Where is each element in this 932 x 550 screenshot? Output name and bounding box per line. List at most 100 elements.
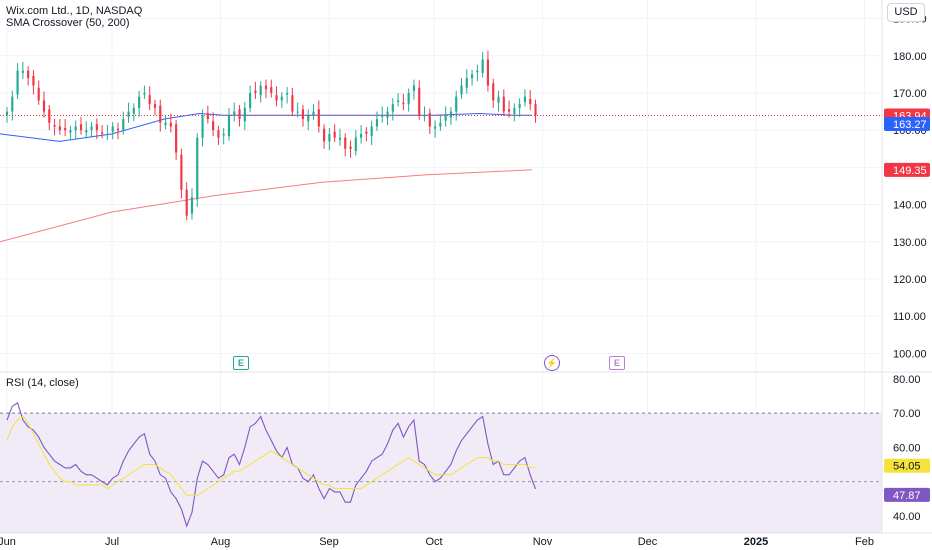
price-tick-label: 140.00 xyxy=(893,200,927,212)
time-tick-label: Feb xyxy=(855,536,874,548)
rsi-ma-line xyxy=(6,415,536,496)
sma200-line xyxy=(0,169,533,243)
candle-body xyxy=(386,111,389,118)
candle-body xyxy=(455,96,458,112)
price-tick-label: 120.00 xyxy=(893,274,927,286)
candle-body xyxy=(101,132,104,134)
candle-body xyxy=(74,126,77,131)
candle-body xyxy=(476,70,479,73)
candle-body xyxy=(275,95,278,101)
candle-body xyxy=(529,98,532,105)
candle-body xyxy=(106,133,109,135)
candle-body xyxy=(507,109,511,112)
candle-body xyxy=(85,130,88,133)
price-tick-label: 180.00 xyxy=(893,51,927,63)
currency-button[interactable]: USD xyxy=(887,3,925,22)
candle-body xyxy=(412,85,416,91)
candle-body xyxy=(365,131,368,134)
candle-body xyxy=(48,109,51,123)
candle-body xyxy=(323,128,326,142)
candle-body xyxy=(79,124,83,131)
time-tick-label: Dec xyxy=(638,536,658,548)
rsi-tick-label: 40.00 xyxy=(893,511,921,523)
candle-body xyxy=(360,133,363,138)
earnings-event-icon-upcoming[interactable]: E xyxy=(609,356,625,370)
candle-body xyxy=(270,87,273,93)
price-tick-label: 100.00 xyxy=(893,348,927,360)
candle-body xyxy=(344,137,347,149)
candle-body xyxy=(317,109,320,127)
candle-body xyxy=(5,111,9,116)
time-tick-label: Oct xyxy=(425,536,442,548)
candle-body xyxy=(37,87,40,101)
candle-body xyxy=(132,107,135,114)
candle-body xyxy=(259,85,262,96)
candle-body xyxy=(122,119,125,131)
candle-body xyxy=(523,96,527,102)
candle-body xyxy=(53,124,56,127)
time-tick-label: Sep xyxy=(319,536,339,548)
price-value-tag xyxy=(884,162,930,177)
time-tick-label: Nov xyxy=(533,536,553,548)
candle-body xyxy=(328,133,331,142)
rsi-tick-label: 80.00 xyxy=(893,374,921,386)
rsi-value-tag xyxy=(884,458,930,473)
rsi-value-label: 47.87 xyxy=(893,490,921,502)
time-tick-label: 2025 xyxy=(744,536,768,548)
indicator-legend[interactable]: SMA Crossover (50, 200) xyxy=(6,17,130,29)
price-value-tag xyxy=(884,117,930,132)
candle-body xyxy=(349,146,352,149)
price-tick-label: 130.00 xyxy=(893,237,927,249)
candle-body xyxy=(286,93,289,95)
candle-body xyxy=(444,115,447,121)
candle-body xyxy=(175,124,178,153)
candle-body xyxy=(407,93,410,105)
candle-body xyxy=(486,59,490,86)
candle-body xyxy=(148,95,151,105)
candle-body xyxy=(518,104,521,108)
candle-body xyxy=(143,93,146,95)
candle-body xyxy=(190,197,194,214)
candle-body xyxy=(196,137,199,200)
candle-body xyxy=(291,95,294,112)
rsi-legend[interactable]: RSI (14, close) xyxy=(6,377,79,389)
price-tick-label: 170.00 xyxy=(893,88,927,100)
candle-body xyxy=(169,122,172,127)
candle-body xyxy=(42,100,46,112)
candle-body xyxy=(21,70,24,73)
candle-body xyxy=(111,126,114,132)
candle-body xyxy=(27,70,30,79)
candle-body xyxy=(338,137,342,140)
candle-body xyxy=(481,59,484,73)
candle-body xyxy=(534,104,537,116)
rsi-line xyxy=(6,401,537,528)
candle-body xyxy=(423,115,426,117)
candle-body xyxy=(428,113,431,127)
candle-body xyxy=(381,115,384,117)
candle-body xyxy=(206,113,209,120)
candle-body xyxy=(312,111,315,116)
candle-body xyxy=(238,109,241,120)
rsi-tick-label: 60.00 xyxy=(893,442,921,454)
candle-body xyxy=(307,115,310,122)
candle-body xyxy=(227,115,231,137)
symbol-title: Wix.com Ltd., 1D, NASDAQ xyxy=(6,5,143,17)
candle-body xyxy=(116,128,120,131)
candle-body xyxy=(254,90,257,93)
candle-body xyxy=(16,70,19,95)
rsi-tick-label: 70.00 xyxy=(893,408,921,420)
earnings-event-icon[interactable]: E xyxy=(233,356,249,370)
candle-body xyxy=(513,107,516,114)
candle-body xyxy=(296,111,299,113)
candle-body xyxy=(460,85,463,95)
candle-body xyxy=(32,75,35,86)
lightning-icon[interactable]: ⚡ xyxy=(544,355,560,371)
candle-body xyxy=(470,74,474,79)
candle-body xyxy=(354,137,357,152)
candle-body xyxy=(402,102,405,105)
candle-body xyxy=(233,111,236,116)
price-value-label: 149.35 xyxy=(893,165,927,177)
candle-body xyxy=(69,130,72,133)
candle-body xyxy=(497,96,500,103)
